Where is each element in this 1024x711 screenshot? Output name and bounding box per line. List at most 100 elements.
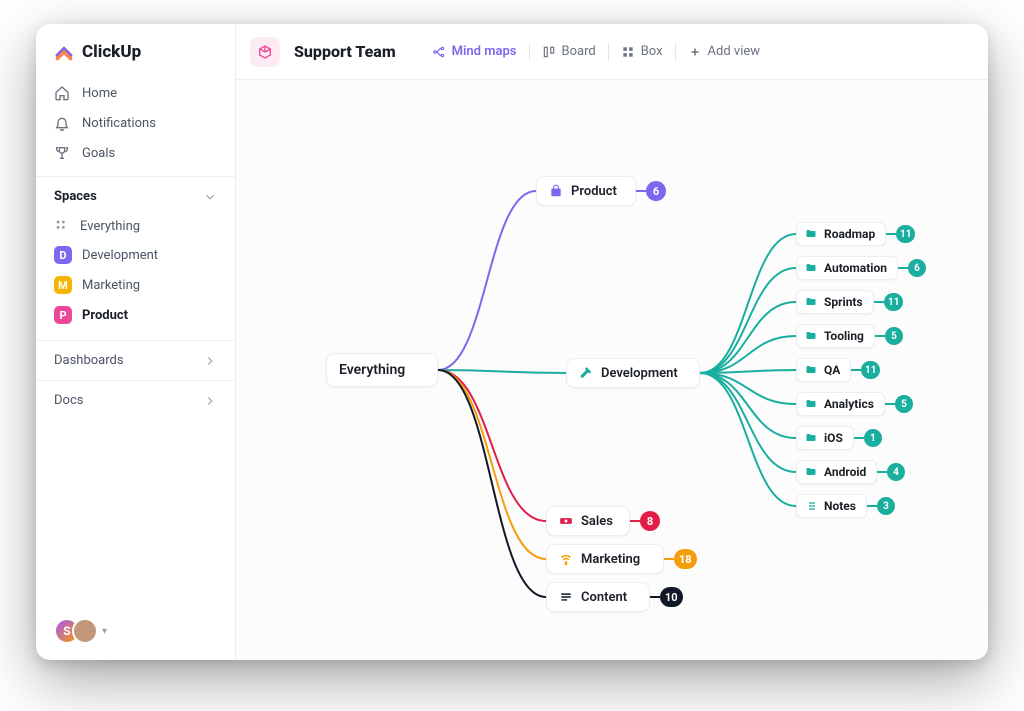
avatar-caret-icon: ▾ — [102, 626, 107, 637]
nav-home-label: Home — [82, 86, 117, 101]
leaf-label: QA — [824, 363, 840, 377]
dashboards-section[interactable]: Dashboards — [36, 340, 235, 380]
badge-connector — [885, 403, 895, 405]
leaf-label: Analytics — [824, 397, 874, 411]
folder-icon — [805, 296, 817, 308]
leaf-label: Tooling — [824, 329, 864, 343]
nav-home[interactable]: Home — [36, 78, 235, 108]
page-title: Support Team — [294, 42, 396, 61]
tab-board[interactable]: Board — [530, 38, 608, 65]
logo-icon — [54, 42, 74, 62]
mindmap-branch-content[interactable]: Content — [546, 582, 650, 612]
view-tabs: Mind maps Board Box — [420, 38, 772, 65]
folder-icon — [805, 364, 817, 376]
mindmap-branch-sales[interactable]: Sales — [546, 506, 630, 536]
bag-icon — [549, 184, 563, 198]
folder-icon — [805, 262, 817, 274]
nav-list: Home Notifications Goals — [36, 76, 235, 176]
trophy-icon — [54, 145, 70, 161]
leaf-label: Automation — [824, 261, 887, 275]
space-development[interactable]: D Development — [36, 240, 235, 270]
tab-board-label: Board — [562, 44, 596, 59]
badge-connector — [875, 335, 885, 337]
bell-icon — [54, 115, 70, 131]
avatar-2 — [72, 618, 98, 644]
sidebar: ClickUp Home Notifications Goals — [36, 24, 236, 660]
hammer-icon — [579, 366, 593, 380]
topbar: Support Team Mind maps Board — [236, 24, 988, 80]
main-area: Support Team Mind maps Board — [236, 24, 988, 660]
branch-label-development: Development — [601, 366, 678, 381]
badge-connector — [874, 301, 884, 303]
docs-section[interactable]: Docs — [36, 380, 235, 420]
mindmap-canvas[interactable]: EverythingProduct6DevelopmentRoadmap11Au… — [236, 80, 988, 660]
home-icon — [54, 85, 70, 101]
title-badge-icon — [250, 37, 280, 67]
user-avatars[interactable]: S ▾ — [54, 618, 107, 644]
spaces-header[interactable]: Spaces — [36, 176, 235, 212]
badge-connector — [851, 369, 861, 371]
chevron-down-icon — [203, 190, 217, 204]
mindmap-leaf-development-0[interactable]: Roadmap — [796, 222, 886, 246]
tab-mindmaps-label: Mind maps — [452, 44, 517, 59]
space-everything-label: Everything — [80, 219, 140, 234]
logo[interactable]: ClickUp — [36, 24, 235, 76]
branch-count-marketing: 18 — [674, 549, 697, 569]
space-everything[interactable]: Everything — [36, 212, 235, 240]
space-product[interactable]: P Product — [36, 300, 235, 330]
nav-notifications-label: Notifications — [82, 116, 156, 131]
leaf-count-development-5: 5 — [895, 395, 913, 413]
badge-connector — [630, 520, 640, 522]
leaf-label: Roadmap — [824, 227, 875, 241]
leaf-label: Sprints — [824, 295, 863, 309]
leaf-count-development-1: 6 — [908, 259, 926, 277]
mindmap-leaf-development-6[interactable]: iOS — [796, 426, 854, 450]
tab-mindmaps[interactable]: Mind maps — [420, 38, 529, 65]
leaf-count-development-8: 3 — [877, 497, 895, 515]
box-icon — [621, 45, 635, 59]
nav-goals-label: Goals — [82, 146, 115, 161]
folder-icon — [805, 330, 817, 342]
tab-add-view-label: Add view — [708, 44, 761, 59]
money-icon — [559, 514, 573, 528]
folder-icon — [805, 398, 817, 410]
mindmap-leaf-development-1[interactable]: Automation — [796, 256, 898, 280]
tab-box[interactable]: Box — [609, 38, 675, 65]
branch-count-content: 10 — [660, 587, 683, 607]
folder-icon — [805, 432, 817, 444]
mindmap-branch-development[interactable]: Development — [566, 358, 700, 388]
mindmap-root[interactable]: Everything — [326, 353, 438, 387]
leaf-count-development-6: 1 — [864, 429, 882, 447]
mindmap-leaf-development-3[interactable]: Tooling — [796, 324, 875, 348]
badge-connector — [877, 471, 887, 473]
tab-box-label: Box — [641, 44, 663, 59]
leaf-count-development-7: 4 — [887, 463, 905, 481]
plus-icon — [688, 45, 702, 59]
space-badge-p: P — [54, 306, 72, 324]
branch-count-sales: 8 — [640, 511, 660, 531]
board-icon — [542, 45, 556, 59]
badge-connector — [650, 596, 660, 598]
mindmap-leaf-development-4[interactable]: QA — [796, 358, 851, 382]
mindmap-branch-product[interactable]: Product — [536, 176, 636, 206]
leaf-label: Android — [824, 465, 866, 479]
chevron-right-icon — [203, 354, 217, 368]
nav-notifications[interactable]: Notifications — [36, 108, 235, 138]
mindmap-leaf-development-7[interactable]: Android — [796, 460, 877, 484]
space-marketing[interactable]: M Marketing — [36, 270, 235, 300]
branch-label-sales: Sales — [581, 514, 613, 529]
mindmap-icon — [432, 45, 446, 59]
badge-connector — [636, 190, 646, 192]
mindmap-leaf-development-2[interactable]: Sprints — [796, 290, 874, 314]
mindmap-leaf-development-5[interactable]: Analytics — [796, 392, 885, 416]
tab-add-view[interactable]: Add view — [676, 38, 773, 65]
mindmap-branch-marketing[interactable]: Marketing — [546, 544, 664, 574]
badge-connector — [867, 505, 877, 507]
space-product-label: Product — [82, 308, 128, 323]
space-development-label: Development — [82, 248, 158, 263]
badge-connector — [898, 267, 908, 269]
folder-icon — [805, 228, 817, 240]
mindmap-leaf-development-8[interactable]: Notes — [796, 494, 867, 518]
nav-goals[interactable]: Goals — [36, 138, 235, 168]
branch-label-content: Content — [581, 590, 627, 605]
